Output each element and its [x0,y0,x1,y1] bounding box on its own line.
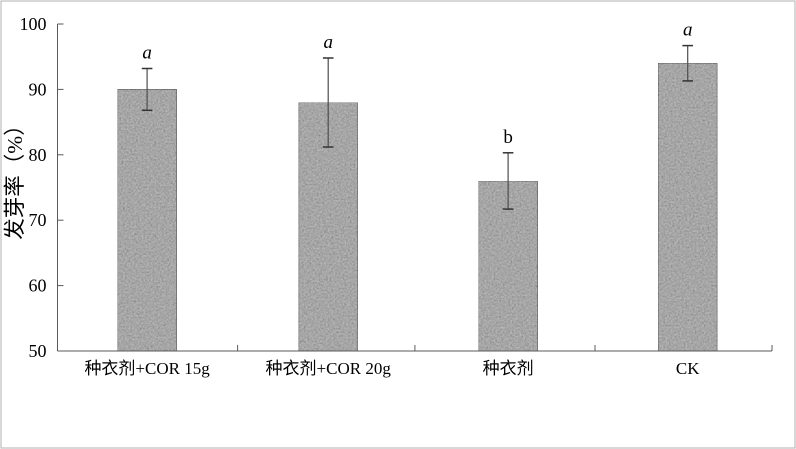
svg-text:100: 100 [20,14,47,34]
svg-text:CK: CK [676,359,700,378]
svg-text:50: 50 [29,341,47,361]
svg-text:a: a [142,43,152,64]
svg-text:60: 60 [29,276,47,296]
svg-text:b: b [503,127,513,148]
svg-text:种衣剂+COR 15g: 种衣剂+COR 15g [84,359,210,378]
svg-text:发芽率（%）: 发芽率（%） [3,114,27,239]
svg-text:a: a [683,20,693,41]
svg-text:90: 90 [29,79,47,99]
svg-text:80: 80 [29,145,47,165]
svg-text:种衣剂+COR 20g: 种衣剂+COR 20g [266,359,392,378]
svg-text:a: a [323,32,333,53]
svg-text:种衣剂: 种衣剂 [483,359,534,378]
svg-text:70: 70 [29,210,47,230]
